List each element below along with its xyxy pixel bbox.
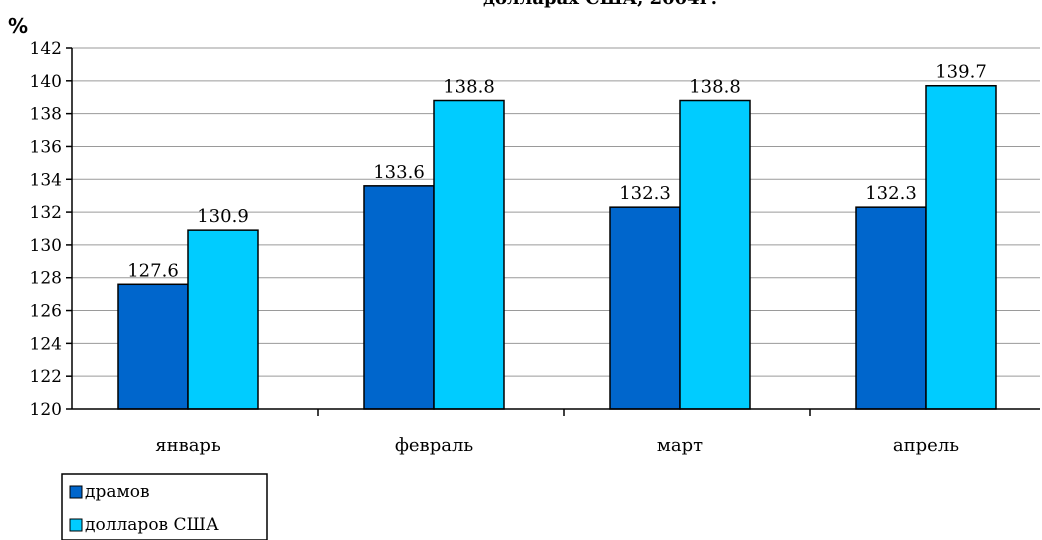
x-tick-label: февраль bbox=[395, 435, 474, 456]
y-tick-label: 134 bbox=[30, 170, 62, 190]
y-tick-label: 136 bbox=[30, 137, 62, 157]
data-label: 130.9 bbox=[197, 206, 249, 227]
bars bbox=[117, 84, 997, 410]
legend-swatch-usd bbox=[69, 518, 83, 532]
data-label: 138.8 bbox=[689, 77, 741, 98]
bar-usd bbox=[433, 99, 505, 410]
bar-usd bbox=[679, 99, 751, 410]
axes: 120 122 124 126 128 130 132 134 136 138 140 142 янва… bbox=[30, 39, 1040, 456]
data-label: 138.8 bbox=[443, 77, 495, 98]
y-tick-label: 138 bbox=[30, 105, 62, 125]
legend-label-dramov: драмов bbox=[85, 482, 150, 502]
x-tick-label: январь bbox=[155, 435, 221, 456]
y-tick-label: 128 bbox=[30, 269, 62, 289]
y-tick-label: 142 bbox=[30, 39, 62, 59]
y-tick-label: 140 bbox=[30, 72, 62, 92]
y-tick-label: 126 bbox=[30, 302, 62, 322]
chart-title: долларах США, 2004г. bbox=[483, 0, 717, 9]
data-label: 133.6 bbox=[373, 162, 425, 183]
data-label: 127.6 bbox=[127, 260, 179, 281]
bar-dramov bbox=[855, 206, 927, 410]
y-tick-label: 132 bbox=[30, 203, 62, 223]
legend: драмов долларов США bbox=[61, 473, 268, 540]
y-axis-label: % bbox=[8, 14, 28, 38]
bar-dramov bbox=[609, 206, 681, 410]
data-label: 139.7 bbox=[935, 62, 987, 83]
data-label: 132.3 bbox=[865, 183, 917, 204]
bar-usd bbox=[187, 229, 259, 410]
x-tick-label: апрель bbox=[893, 435, 959, 456]
data-label: 132.3 bbox=[619, 183, 671, 204]
y-tick-label: 122 bbox=[30, 367, 62, 387]
bar-usd bbox=[925, 84, 997, 410]
legend-label-usd: долларов США bbox=[85, 515, 219, 535]
legend-frame bbox=[61, 473, 268, 540]
bar-dramov bbox=[117, 283, 189, 410]
y-tick-label: 130 bbox=[30, 236, 62, 256]
x-tick-label: март bbox=[657, 435, 703, 456]
y-tick-label: 124 bbox=[30, 334, 62, 354]
y-tick-label: 120 bbox=[30, 400, 62, 420]
legend-swatch-dramov bbox=[69, 485, 83, 499]
data-labels: 127.6 133.6 132.3 132.3 130.9 138.8 138.8 139.7 bbox=[127, 62, 987, 282]
bar-dramov bbox=[363, 185, 435, 410]
